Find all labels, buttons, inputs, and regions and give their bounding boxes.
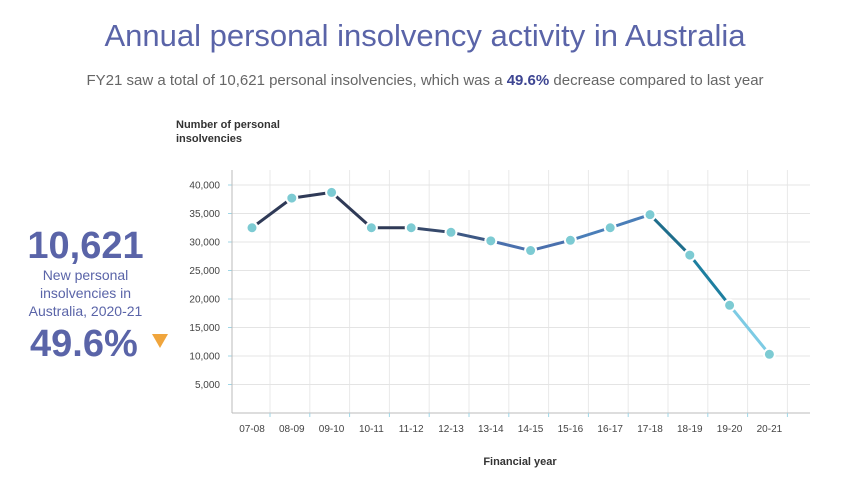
x-tick-label: 18-19: [677, 424, 703, 435]
subtitle-text-end: decrease compared to last year: [549, 72, 764, 89]
kpi-label-line: New personal: [42, 267, 129, 283]
data-point: [683, 248, 697, 262]
x-tick-label: 20-21: [757, 424, 783, 435]
data-point: [723, 298, 737, 312]
kpi-change: 49.6%: [30, 323, 138, 365]
y-tick-label: 20,000: [189, 295, 220, 306]
x-tick-label: 16-17: [597, 424, 623, 435]
x-axis-title: Financial year: [483, 456, 557, 468]
page-subtitle: FY21 saw a total of 10,621 personal inso…: [0, 72, 850, 89]
data-point: [603, 221, 617, 235]
y-axis-title: Number of personal: [176, 119, 280, 131]
series-line-segment: [608, 213, 652, 230]
x-tick-label: 07-08: [239, 424, 265, 435]
data-point: [643, 208, 657, 222]
x-tick-label: 17-18: [637, 424, 663, 435]
series-line-segment: [330, 190, 373, 230]
page-title: Annual personal insolvency activity in A…: [104, 18, 746, 53]
series-line-segment: [529, 238, 572, 253]
data-point: [245, 221, 259, 235]
series-line-segment: [489, 239, 533, 253]
y-tick-label: 5,000: [195, 380, 220, 391]
down-arrow-icon: [152, 334, 168, 348]
x-tick-label: 19-20: [717, 424, 743, 435]
y-axis-title: insolvencies: [176, 133, 242, 145]
kpi-label-line: insolvencies in: [39, 285, 132, 301]
series-line-segment: [409, 226, 453, 234]
x-tick-label: 15-16: [558, 424, 584, 435]
grid: [269, 170, 788, 413]
y-tick-label: 15,000: [189, 323, 220, 334]
x-tick-label: 08-09: [279, 424, 305, 435]
x-tick-label: 14-15: [518, 424, 544, 435]
series-line-segment: [449, 230, 493, 243]
x-tick-label: 13-14: [478, 424, 504, 435]
series-line-segment: [250, 196, 294, 230]
kpi-panel: 10,621 New personal insolvencies in Aust…: [18, 225, 168, 364]
data-point: [444, 225, 458, 239]
kpi-label-line: Australia, 2020-21: [28, 303, 143, 319]
y-tick-label: 25,000: [189, 266, 220, 277]
data-point: [762, 347, 776, 361]
x-tick-label: 11-12: [399, 424, 424, 435]
data-point: [484, 234, 498, 248]
subtitle-text-start: FY21 saw a total of 10,621 personal inso…: [86, 72, 507, 89]
series-line-segment: [568, 226, 612, 242]
x-tick-label: 10-11: [359, 424, 384, 435]
y-tick-label: 40,000: [189, 181, 220, 192]
data-point: [524, 244, 538, 258]
series-line-segment: [688, 253, 732, 307]
y-tick-label: 30,000: [189, 238, 220, 249]
y-tick-label: 10,000: [189, 352, 220, 363]
data-point: [285, 191, 299, 205]
data-point: [563, 233, 577, 247]
series-line-segment: [728, 303, 771, 356]
series-line-segment: [648, 213, 692, 257]
series-line-segment: [290, 190, 334, 200]
x-tick-label: 12-13: [438, 424, 464, 435]
kpi-number: 10,621: [27, 225, 144, 267]
data-point: [404, 221, 418, 235]
x-tick-label: 09-10: [319, 424, 345, 435]
subtitle-highlight: 49.6%: [506, 72, 550, 89]
y-tick-label: 35,000: [189, 209, 220, 220]
data-point: [325, 185, 339, 199]
data-point: [364, 221, 378, 235]
